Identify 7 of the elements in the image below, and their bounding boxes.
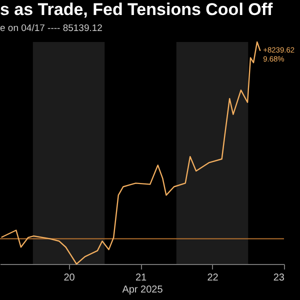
chart-title: s as Trade, Fed Tensions Cool Off [0, 0, 274, 19]
x-tick-label: 21 [135, 272, 148, 284]
x-axis-title: Apr 2025 [122, 284, 164, 296]
x-tick-label: 23 [273, 272, 285, 284]
x-tick-label: 22 [207, 272, 219, 284]
chart-subtitle: e on 04/17 ---- 85139.12 [0, 22, 102, 34]
x-tick-label: 20 [64, 272, 76, 284]
